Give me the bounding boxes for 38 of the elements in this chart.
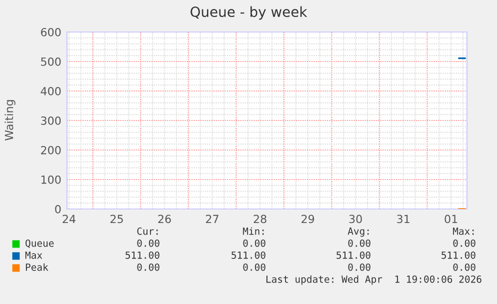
legend-label: Queue	[26, 239, 54, 248]
text: Last update: Wed Apr 1 19:00:06 2026	[266, 275, 482, 285]
text: 0.00	[243, 263, 266, 271]
text: Avg:	[348, 228, 369, 237]
x-tick-label: 31	[397, 214, 410, 224]
x-tick-label: 30	[349, 214, 362, 224]
y-tick-label: 100	[41, 175, 61, 184]
text: 0.00	[453, 263, 476, 271]
x-tick-label: 27	[206, 214, 218, 223]
text: 511.00	[126, 251, 160, 259]
text: 0.00	[137, 239, 160, 247]
legend-label: Max	[25, 252, 42, 259]
x-tick-label: 25	[110, 214, 123, 224]
x-tick-label: 28	[254, 214, 266, 224]
y-axis-title: Waiting	[4, 100, 16, 140]
x-tick-label: 01	[444, 214, 458, 224]
text: 511.00	[336, 251, 370, 259]
y-tick-label: 0	[55, 204, 61, 214]
legend-label: Peak	[26, 263, 48, 271]
text: Max:	[452, 228, 474, 235]
y-tick-label: 600	[41, 28, 61, 36]
text: 0.00	[348, 263, 370, 271]
text: 0.00	[137, 263, 160, 271]
x-tick-label: 24	[62, 214, 76, 223]
x-tick-label: 29	[302, 214, 314, 224]
text: 0.00	[348, 239, 370, 247]
y-tick-label: 200	[41, 146, 61, 154]
text: 0.00	[453, 239, 476, 247]
text: 511.00	[232, 251, 266, 259]
y-tick-label: 400	[40, 86, 61, 96]
text: 511.00	[442, 251, 476, 259]
y-tick-label: 500	[41, 57, 61, 66]
y-tick-label: 300	[41, 116, 61, 125]
chart-title: Queue - by week	[190, 6, 308, 20]
text: Min:	[242, 227, 264, 235]
x-tick-label: 26	[158, 214, 171, 224]
text: 0.00	[243, 239, 266, 247]
text: Cur:	[137, 227, 158, 235]
